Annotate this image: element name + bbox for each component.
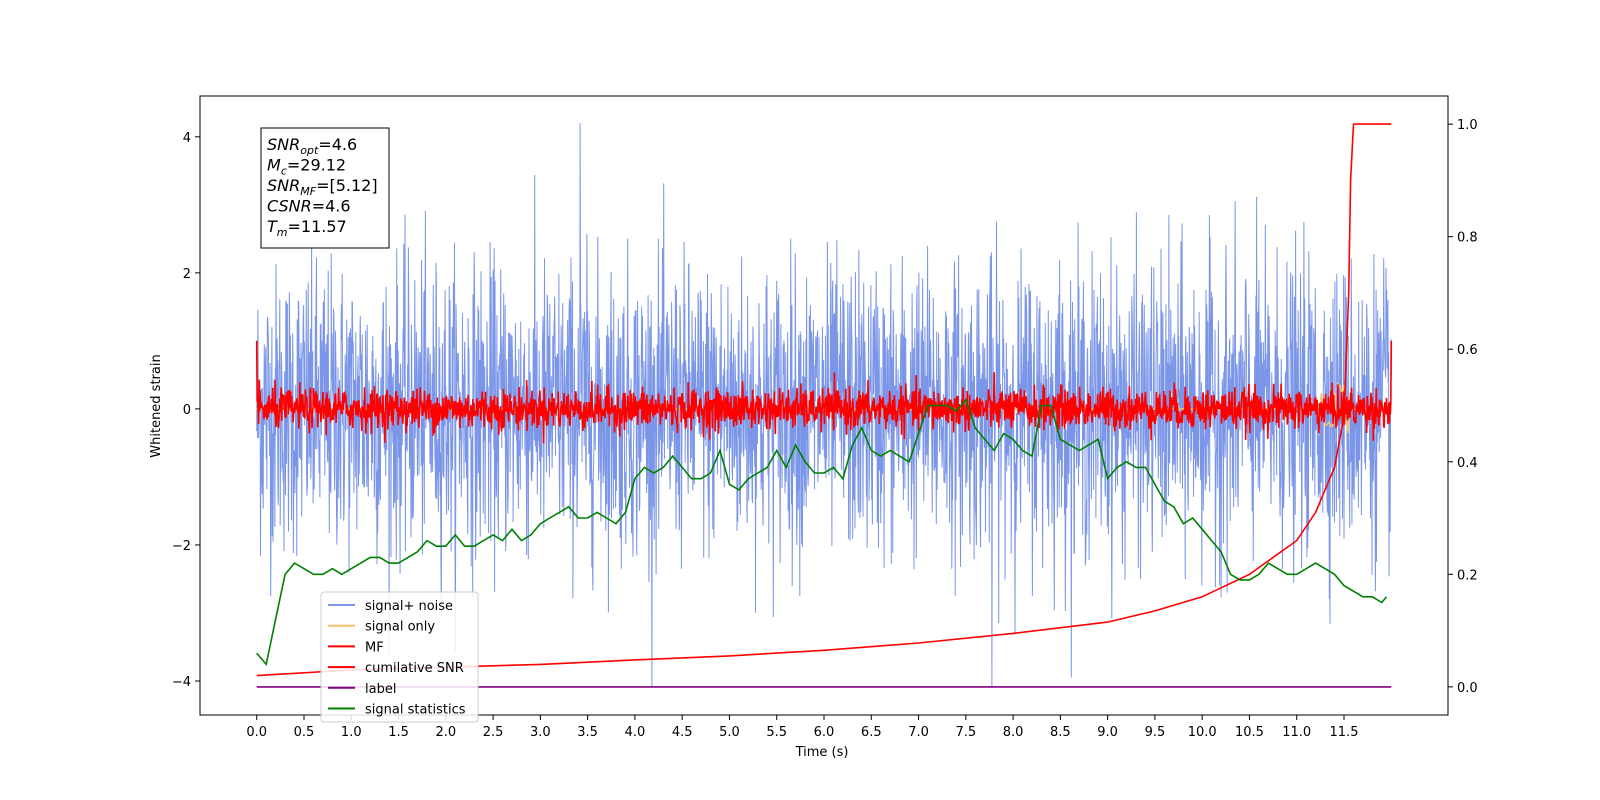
y2-tick-label: 0.0: [1457, 681, 1478, 696]
legend: signal+ noise signal only MF cumilative SNR…: [320, 591, 479, 723]
legend-label: label: [365, 682, 396, 697]
legend-frame: [320, 591, 479, 723]
x-tick-label: 6.0: [814, 725, 835, 740]
info-box-line: CSNR=4.6: [267, 197, 351, 216]
x-tick-label: 8.0: [1003, 725, 1024, 740]
x-tick-label: 11.5: [1330, 725, 1359, 740]
x-tick-label: 9.5: [1145, 725, 1166, 740]
info-box-frame: [260, 127, 390, 249]
x-tick-label: 11.0: [1282, 725, 1311, 740]
x-axis-label: Time (s): [795, 745, 849, 760]
y-axis-label: Whitened strain: [149, 354, 164, 457]
info-box-line: Mc=29.12: [267, 156, 346, 178]
info-box-line: Tm=11.57: [267, 217, 347, 239]
info-box-line: SNRMF=[5.12]: [267, 176, 378, 198]
series-line-mf: [255, 340, 1393, 444]
x-tick-label: 4.0: [625, 725, 646, 740]
y-axis-left: 4 2 0 −2 −4: [172, 131, 200, 690]
y2-tick-label: 0.8: [1457, 231, 1478, 246]
y-tick-label: −4: [172, 675, 191, 690]
x-tick-label: 4.5: [672, 725, 693, 740]
y-tick-label: −2: [172, 539, 191, 554]
x-tick-label: 5.5: [766, 725, 787, 740]
x-tick-label: 3.5: [577, 725, 598, 740]
info-box-line: SNRopt=4.6: [267, 135, 357, 157]
legend-label: signal+ noise: [365, 599, 453, 614]
series-line-signal-statistics: [256, 398, 1388, 667]
legend-label: signal only: [365, 620, 435, 635]
x-tick-label: 8.5: [1050, 725, 1071, 740]
y-tick-label: 4: [183, 131, 191, 146]
y2-tick-label: 1.0: [1457, 118, 1478, 133]
y2-tick-label: 0.6: [1457, 343, 1478, 358]
y-tick-label: 0: [183, 403, 191, 418]
legend-label: cumilative SNR: [365, 661, 464, 676]
y-axis-right: 1.0 0.8 0.6 0.4 0.2 0.0: [1448, 118, 1478, 696]
x-tick-label: 2.0: [435, 725, 456, 740]
x-tick-label: 6.5: [861, 725, 882, 740]
y2-tick-label: 0.4: [1457, 456, 1478, 471]
x-tick-label: 3.0: [530, 725, 551, 740]
x-tick-label: 1.0: [341, 725, 362, 740]
x-tick-label: 1.5: [388, 725, 409, 740]
series-line-cumilative-snr: [256, 123, 1392, 677]
x-tick-label: 7.0: [908, 725, 929, 740]
x-tick-label: 7.5: [955, 725, 976, 740]
x-tick-label: 2.5: [483, 725, 504, 740]
y-tick-label: 2: [183, 267, 191, 282]
x-tick-label: 0.5: [294, 725, 315, 740]
x-tick-label: 10.5: [1235, 725, 1264, 740]
x-axis: 0.0 0.5 1.0 1.5 2.0 2.5 3.0 3.5 4.0 4.5 5.0 5.5 6.0 6…: [246, 715, 1358, 740]
info-box: SNRopt=4.6Mc=29.12SNRMF=[5.12]CSNR=4.6Tm…: [260, 127, 390, 249]
x-tick-label: 5.0: [719, 725, 740, 740]
y2-tick-label: 0.2: [1457, 568, 1478, 583]
x-tick-label: 0.0: [246, 725, 267, 740]
legend-label: signal statistics: [365, 703, 466, 718]
x-tick-label: 10.0: [1188, 725, 1217, 740]
x-tick-label: 9.0: [1097, 725, 1118, 740]
legend-label: MF: [365, 640, 384, 655]
